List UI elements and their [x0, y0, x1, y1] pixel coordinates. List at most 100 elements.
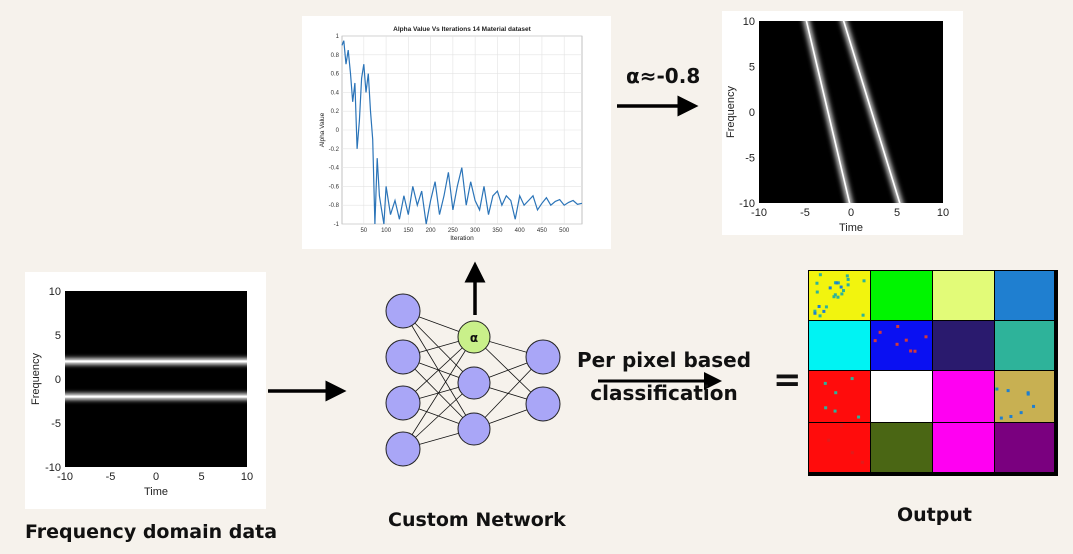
output-node	[525, 339, 561, 375]
output-noise-pixel	[1009, 414, 1013, 418]
alpha-node	[457, 320, 491, 354]
input-xtick: 5	[198, 471, 204, 483]
hidden-node	[457, 366, 491, 400]
output-noise-pixel	[828, 286, 832, 290]
alpha-xtick: 100	[381, 228, 392, 234]
output-class-cell	[995, 423, 1054, 472]
alpha-xtick: 450	[537, 228, 548, 234]
equals-sign: =	[773, 360, 802, 400]
tfd-xtick: 0	[848, 207, 854, 219]
tfd-xlabel: Time	[839, 222, 863, 234]
tfd-ytick: 10	[743, 16, 755, 28]
output-noise-pixel	[860, 460, 864, 464]
output-noise-pixel	[904, 338, 908, 342]
output-noise-pixel	[873, 339, 877, 343]
output-noise-pixel	[815, 281, 819, 285]
input-node	[385, 339, 421, 375]
output-noise-pixel	[823, 381, 827, 385]
output-class-cell	[871, 423, 932, 472]
tfd-chirp-core	[842, 21, 901, 203]
output-class-cell	[809, 321, 870, 370]
output-class-cell	[809, 371, 870, 422]
alpha-xtick: 200	[426, 228, 437, 234]
output-noise-pixel	[842, 289, 846, 293]
alpha-plot: 50 100 150 200 250 300 350 400 450 500 -1 -0.8 -0.6 -…	[319, 26, 583, 242]
tfd-ytick: 5	[749, 62, 755, 74]
output-class-cell	[871, 271, 932, 320]
output-noise-pixel	[850, 377, 854, 381]
tfd-ytick: -5	[745, 153, 755, 165]
alpha-node-label: α	[470, 331, 478, 345]
output-noise-pixel	[818, 314, 822, 318]
output-noise-pixel	[1032, 404, 1036, 408]
alpha-ytick: -0.4	[329, 166, 340, 172]
output-class-cell	[809, 271, 870, 320]
output-noise-pixel	[857, 415, 861, 419]
alpha-ytick: 0.4	[331, 90, 340, 96]
tfd-chirp-core	[805, 21, 851, 203]
alpha-ytick: 0.6	[331, 72, 340, 78]
alpha-ytick: -0.6	[329, 184, 340, 190]
output-noise-pixel	[896, 324, 900, 328]
output-noise-pixel	[813, 309, 817, 313]
output-class-cell	[871, 371, 932, 422]
output-noise-pixel	[824, 406, 828, 410]
tfd-ytick: 0	[749, 107, 755, 119]
tfd-xtick: -5	[800, 207, 810, 219]
output-map	[808, 270, 1058, 476]
input-ytick: -5	[51, 418, 61, 430]
input-node	[385, 385, 421, 421]
output-noise-pixel	[846, 277, 850, 281]
network-edge	[402, 336, 475, 450]
tfd-xtick: 10	[937, 207, 949, 219]
output-noise-pixel	[909, 349, 913, 353]
input-node	[385, 431, 421, 467]
output-noise-pixel	[827, 438, 831, 442]
input-caption: Frequency domain data	[25, 521, 278, 543]
network-caption: Custom Network	[388, 509, 566, 531]
output-class-cell	[995, 321, 1054, 370]
output-noise-pixel	[818, 273, 822, 277]
tfd-ytick: -10	[739, 198, 755, 210]
alpha-plot-ylabel: Alpha Value	[319, 112, 326, 147]
output-class-cell	[933, 321, 994, 370]
output-noise-pixel	[822, 309, 826, 313]
input-node	[385, 293, 421, 329]
output-noise-pixel	[839, 285, 843, 289]
alpha-ytick: 0	[336, 128, 340, 134]
output-noise-pixel	[913, 349, 917, 353]
alpha-xtick: 350	[492, 228, 503, 234]
input-plot: -10 -5 0 5 10 10 5 0 -5 -10 Time Frequency	[30, 286, 253, 498]
input-xtick: -5	[106, 471, 116, 483]
alpha-ytick: 0.8	[331, 53, 340, 59]
output-noise-pixel	[834, 391, 838, 395]
input-xtick: 0	[153, 471, 159, 483]
output-noise-pixel	[999, 416, 1003, 420]
output-noise-pixel	[861, 313, 865, 317]
alpha-plot-panel: 50 100 150 200 250 300 350 400 450 500 -1 -0.8 -0.6 -…	[302, 16, 611, 249]
alpha-ytick: 1	[336, 34, 340, 40]
output-noise-pixel	[862, 279, 866, 283]
output-noise-pixel	[833, 293, 837, 297]
classification-label: Per pixel based classification	[576, 348, 752, 405]
output-noise-pixel	[833, 409, 837, 413]
output-class-cell	[871, 321, 932, 370]
output-noise-pixel	[815, 290, 819, 294]
tfd-ylabel: Frequency	[725, 86, 737, 138]
output-noise-pixel	[817, 305, 821, 309]
output-noise-pixel	[835, 281, 839, 285]
input-band	[65, 395, 247, 398]
output-noise-pixel	[1019, 411, 1023, 415]
output-noise-pixel	[836, 281, 840, 285]
input-band	[65, 360, 247, 363]
output-noise-pixel	[840, 424, 844, 428]
alpha-xtick: 250	[448, 228, 459, 234]
output-noise-pixel	[832, 295, 836, 299]
input-ylabel: Frequency	[30, 353, 42, 405]
output-noise-pixel	[840, 292, 844, 296]
input-ytick: 10	[49, 286, 61, 298]
output-class-cell	[933, 271, 994, 320]
output-class-cell	[933, 423, 994, 472]
output-noise-pixel	[850, 451, 854, 455]
